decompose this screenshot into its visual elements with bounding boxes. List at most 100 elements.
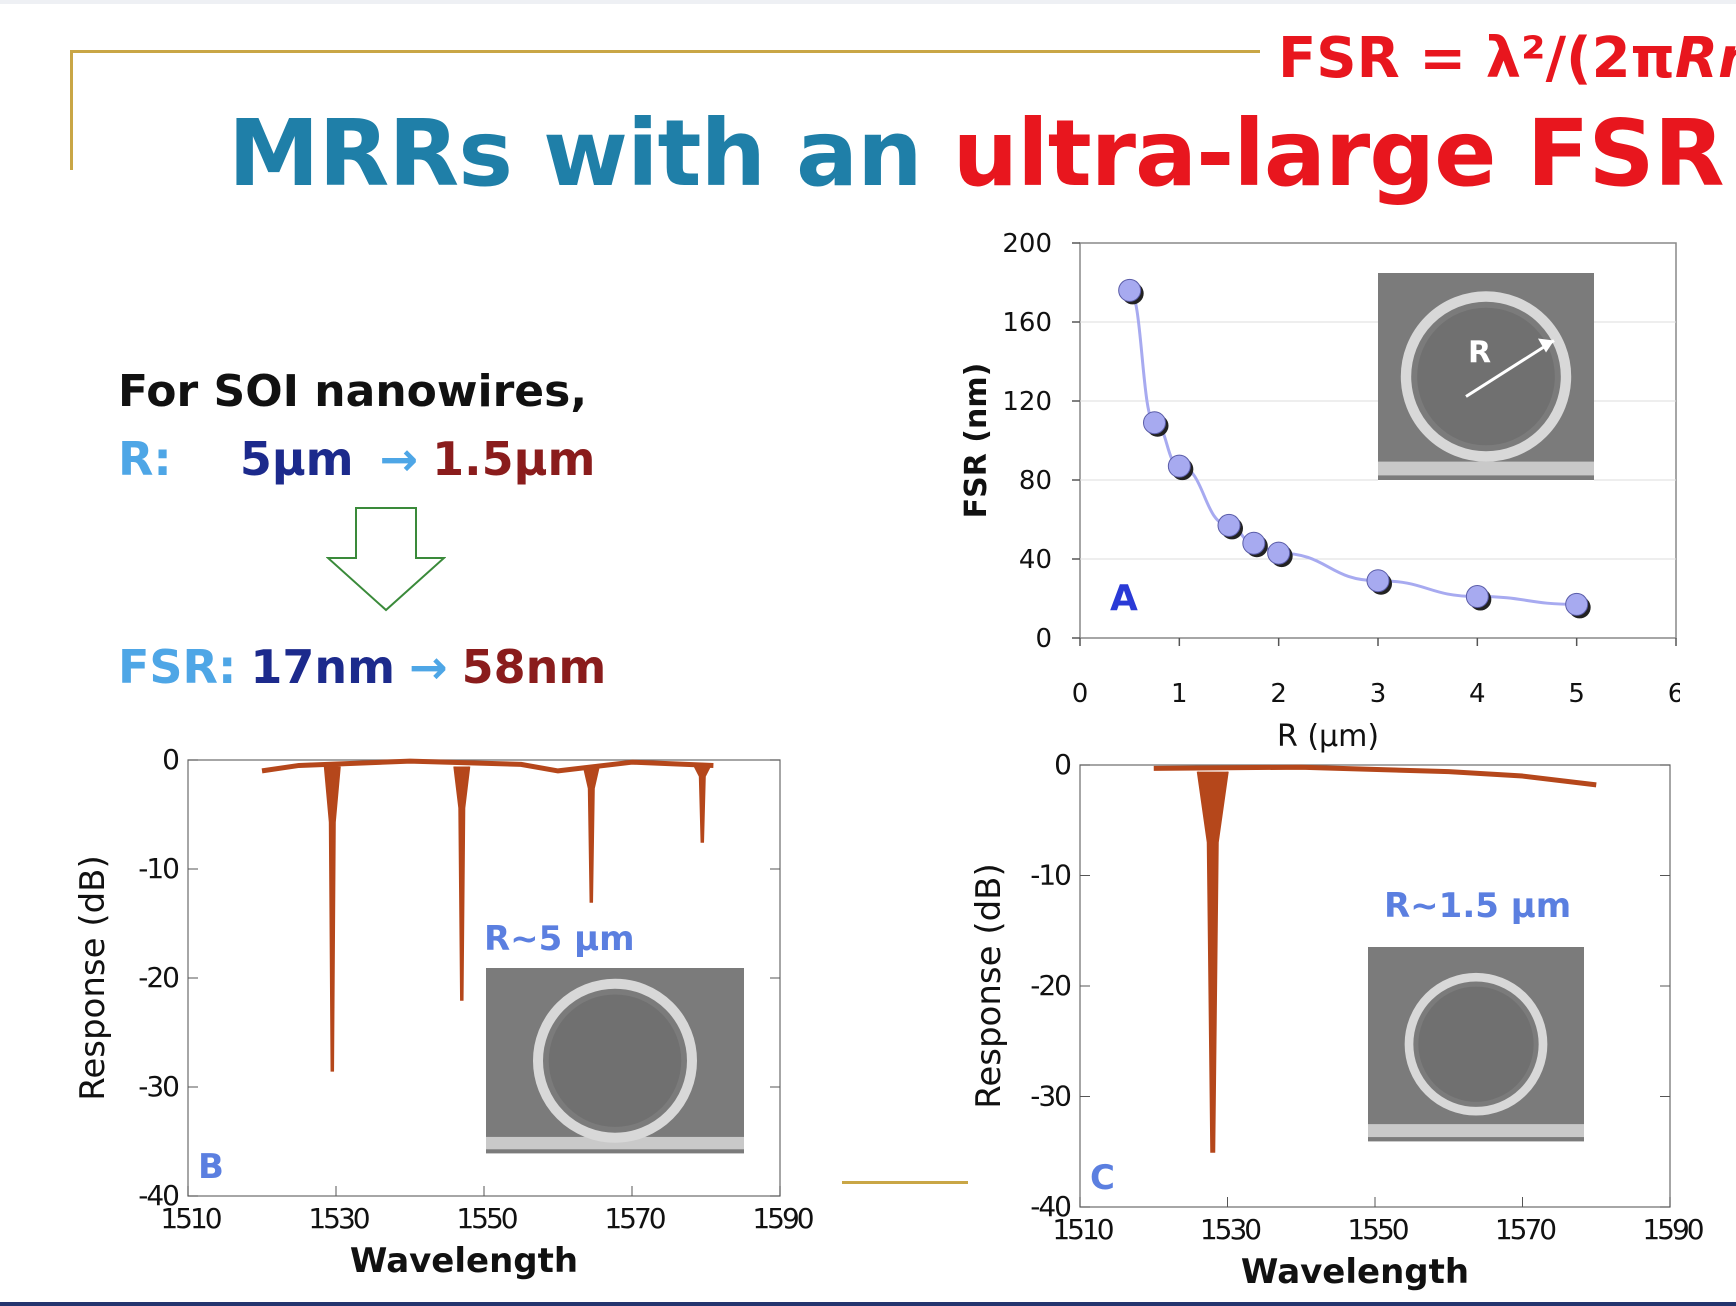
y-tick-label-a: 120 (1002, 387, 1052, 417)
y-tick-label: -10 (138, 852, 178, 885)
sem-ring-center (1417, 307, 1555, 446)
y-tick-label: -10 (1030, 859, 1070, 892)
radius-line: R: 5μm → 1.5μm (118, 432, 595, 486)
slide-title: MRRs with an ultra-large FSR (228, 100, 1725, 207)
y-tick-label: -20 (138, 961, 178, 994)
sem-scalebar (1368, 1141, 1584, 1163)
sem-scalebar (1378, 480, 1594, 503)
data-point (1565, 592, 1589, 616)
fsr-formula: FSR = λ²/(2πRn) (1278, 26, 1736, 91)
radius-arrow: → (379, 432, 419, 486)
x-tick-label: 1570 (1495, 1213, 1555, 1246)
y-axis-label: Response (dB) (969, 863, 1009, 1109)
sem-inset-a: R (1378, 273, 1594, 503)
panel-label: C (1090, 1158, 1115, 1198)
radius-to: 1.5μm (432, 432, 596, 486)
down-arrow-icon (326, 507, 446, 612)
spectrum-baseline (261, 758, 714, 774)
data-point (1118, 278, 1142, 302)
y-tick-label: -20 (1030, 969, 1070, 1002)
middle-rule (842, 1181, 968, 1184)
left-rule (70, 50, 73, 170)
data-point (1167, 454, 1191, 478)
sem-ring-center (1418, 986, 1534, 1102)
title-part-1: MRRs with an (228, 100, 953, 207)
data-point (1267, 541, 1291, 565)
x-tick-label-a: 0 (1072, 679, 1089, 709)
y-tick-label-a: 40 (1019, 545, 1052, 575)
y-tick-label: -30 (138, 1070, 178, 1103)
x-tick-label: 1510 (160, 1202, 220, 1235)
radius-arrowhead (1538, 338, 1554, 353)
spectrum-baseline (1153, 764, 1597, 788)
fsr-label: FSR: (118, 640, 237, 694)
sem-ring (1400, 291, 1572, 462)
y-tick-label-a: 160 (1002, 308, 1052, 338)
top-rule (70, 50, 1260, 53)
sem-ring (1404, 972, 1548, 1116)
data-point (1217, 513, 1241, 537)
fsr-from: 17nm (250, 640, 396, 694)
x-tick-label: 1570 (604, 1202, 664, 1235)
sem-inset-1 (486, 968, 744, 1174)
inset-radius-label: R (1468, 336, 1491, 371)
formula-italic: Rn (1674, 26, 1736, 91)
bottom-bar (0, 1302, 1736, 1306)
radius-label: R: (118, 432, 172, 486)
fsr-arrow: → (409, 640, 448, 694)
y-tick-label: -30 (1030, 1080, 1070, 1113)
panel-label: B (198, 1147, 224, 1187)
x-tick-label: 1550 (1347, 1213, 1407, 1246)
sem-ring (532, 978, 698, 1143)
resonance-dip (693, 766, 711, 843)
fsr-line: FSR: 17nm → 58nm (118, 640, 606, 694)
x-tick-label-a: 1 (1171, 679, 1188, 709)
x-tick-label: 1510 (1052, 1213, 1112, 1246)
x-axis-label-a: R (μm) (1277, 719, 1379, 754)
y-tick-label: -40 (138, 1179, 178, 1212)
x-tick-label-a: 6 (1668, 679, 1680, 709)
x-tick-label-a: 2 (1270, 679, 1287, 709)
x-tick-label-a: 5 (1568, 679, 1585, 709)
resonance-dip (453, 766, 471, 1001)
sem-bus-waveguide (486, 1136, 744, 1150)
y-axis-label: Response (dB) (73, 855, 113, 1101)
soi-heading: For SOI nanowires, (118, 366, 588, 417)
resonance-dip (582, 766, 600, 903)
x-tick-label: 1530 (308, 1202, 368, 1235)
formula-prefix: FSR = λ²/(2π (1278, 26, 1675, 91)
resonance-dip (323, 766, 341, 1072)
sem-bus-waveguide (1378, 461, 1594, 476)
x-tick-label: 1550 (456, 1202, 516, 1235)
radius-annotation: R~5 μm (484, 919, 635, 959)
resonance-dip (1196, 771, 1229, 1153)
chart-a: 0 40 80 120 160 200 0 1 2 3 4 5 6 R (μm) FSR (nm) A R (959, 229, 1680, 754)
sem-ring-center (548, 994, 682, 1127)
x-tick-label: 1590 (1642, 1213, 1702, 1246)
top-border (0, 0, 1736, 4)
y-tick-label-a: 80 (1019, 466, 1052, 496)
y-tick-label: 0 (1054, 748, 1070, 781)
y-tick-label-a: 0 (1035, 624, 1052, 654)
x-tick-label: 1590 (752, 1202, 812, 1235)
data-point (1242, 531, 1266, 555)
radius-annotation: R~1.5 μm (1384, 886, 1571, 926)
data-point (1465, 585, 1489, 609)
panel-label-a: A (1110, 578, 1138, 619)
sem-inset-2 (1368, 947, 1584, 1163)
radius-from: 5μm (239, 432, 354, 486)
data-point (1366, 569, 1390, 593)
y-tick-label-a: 200 (1002, 229, 1052, 259)
fsr-to: 58nm (461, 640, 607, 694)
data-point (1143, 411, 1166, 435)
y-tick-label: -40 (1030, 1190, 1070, 1223)
sem-scalebar (486, 1153, 744, 1174)
x-axis-label: Wavelength (350, 1241, 578, 1281)
x-axis-label: Wavelength (1241, 1252, 1469, 1292)
radius-arrow-line (1465, 339, 1555, 398)
x-tick-label: 1530 (1200, 1213, 1260, 1246)
y-axis-label-a: FSR (nm) (959, 363, 994, 519)
